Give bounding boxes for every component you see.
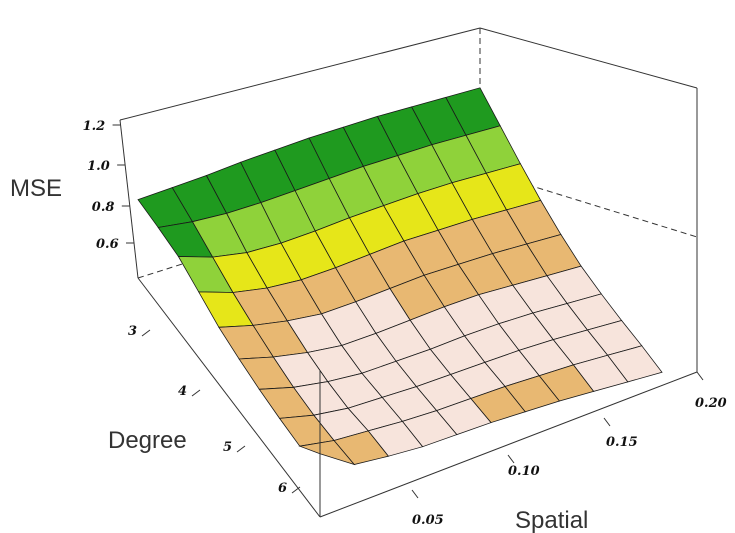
box-edge-back-top bbox=[119, 27, 481, 121]
z-axis-label: MSE bbox=[10, 175, 62, 202]
spatial-tick-mark bbox=[507, 454, 515, 464]
z-tick-label: 0.6 bbox=[96, 237, 119, 252]
y-axis-ticks: 3 4 5 6 bbox=[128, 324, 301, 496]
spatial-tick-label: 0.10 bbox=[508, 464, 540, 479]
degree-tick-mark bbox=[191, 389, 201, 397]
degree-tick-label: 6 bbox=[278, 481, 287, 496]
degree-tick-mark bbox=[141, 329, 151, 337]
degree-tick-label: 5 bbox=[223, 440, 232, 455]
x-axis-ticks: 0.05 0.10 0.15 0.20 bbox=[411, 371, 727, 528]
surface-cell-8-0 bbox=[298, 440, 356, 466]
z-tick-label: 1.2 bbox=[83, 119, 106, 134]
box-edge-right-top bbox=[479, 27, 698, 89]
z-axis-ticks: 1.2 1.0 0.8 0.6 bbox=[83, 119, 135, 252]
spatial-tick-label: 0.05 bbox=[412, 513, 444, 528]
box-edge-right-floor bbox=[319, 371, 698, 518]
spatial-tick-label: 0.20 bbox=[695, 396, 727, 411]
degree-tick-mark bbox=[291, 486, 301, 494]
degree-tick-mark bbox=[236, 445, 246, 453]
degree-tick-label: 4 bbox=[178, 384, 187, 399]
box-edge-left-floor bbox=[137, 277, 321, 518]
y-axis-label: Degree bbox=[108, 427, 187, 454]
bounding-box-front bbox=[119, 88, 698, 518]
spatial-tick-mark bbox=[696, 371, 704, 381]
box-edge-left-vertical bbox=[119, 119, 139, 279]
spatial-tick-mark bbox=[411, 489, 419, 499]
spatial-tick-mark bbox=[603, 417, 611, 427]
degree-tick-label: 3 bbox=[128, 324, 137, 339]
box-edge-back-floor-right bbox=[479, 169, 698, 238]
spatial-tick-label: 0.15 bbox=[606, 435, 638, 450]
x-axis-label: Spatial bbox=[515, 507, 588, 533]
surface-mesh bbox=[137, 87, 663, 466]
z-tick-label: 0.8 bbox=[92, 200, 115, 215]
z-tick-label: 1.0 bbox=[87, 159, 110, 174]
